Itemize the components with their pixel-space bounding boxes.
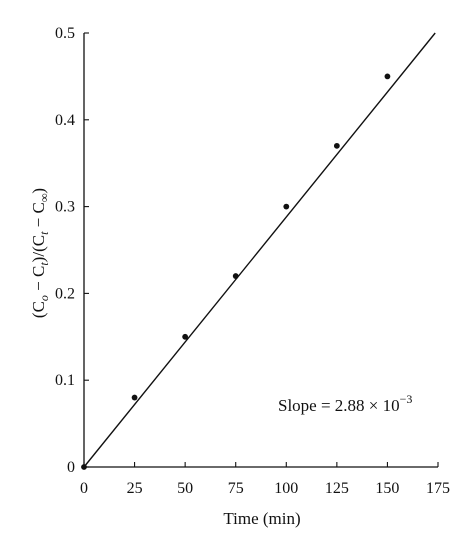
slope-annotation: Slope = 2.88 × 10−3 — [278, 392, 412, 415]
x-tick-label: 50 — [177, 480, 193, 497]
y-tick-label: 0.2 — [55, 285, 75, 302]
slope-annotation-exponent: −3 — [400, 392, 413, 406]
data-point — [283, 203, 290, 210]
y-tick-label: 0.4 — [55, 112, 75, 129]
x-tick-label: 100 — [274, 480, 298, 497]
x-axis-title: Time (min) — [223, 509, 300, 528]
data-point — [182, 333, 189, 340]
plot-area — [81, 32, 436, 470]
x-tick-label: 125 — [325, 480, 349, 497]
y-tick-label: 0.3 — [55, 199, 75, 216]
slope-annotation-text: Slope = 2.88 × 10 — [278, 396, 400, 415]
y-tick-label: 0.1 — [55, 372, 75, 389]
y-axis-title: (Co − Ct)/(Ct − C∞) — [29, 188, 51, 318]
y-tick-label: 0 — [67, 459, 75, 476]
data-point — [232, 273, 239, 279]
x-tick-label: 150 — [375, 480, 399, 497]
fit-line — [83, 32, 436, 468]
x-tick-label: 175 — [426, 480, 450, 497]
x-tick-label: 0 — [80, 480, 88, 497]
y-tick-label: 0.5 — [55, 25, 75, 42]
data-point — [384, 73, 391, 80]
axes: 0 25 50 75 100 125 150 175 0 0.1 0.2 0.3 0.4 0.5 — [55, 25, 450, 497]
x-tick-label: 75 — [228, 480, 244, 497]
data-point — [333, 142, 340, 149]
x-tick-label: 25 — [127, 480, 143, 497]
data-point — [131, 394, 138, 401]
